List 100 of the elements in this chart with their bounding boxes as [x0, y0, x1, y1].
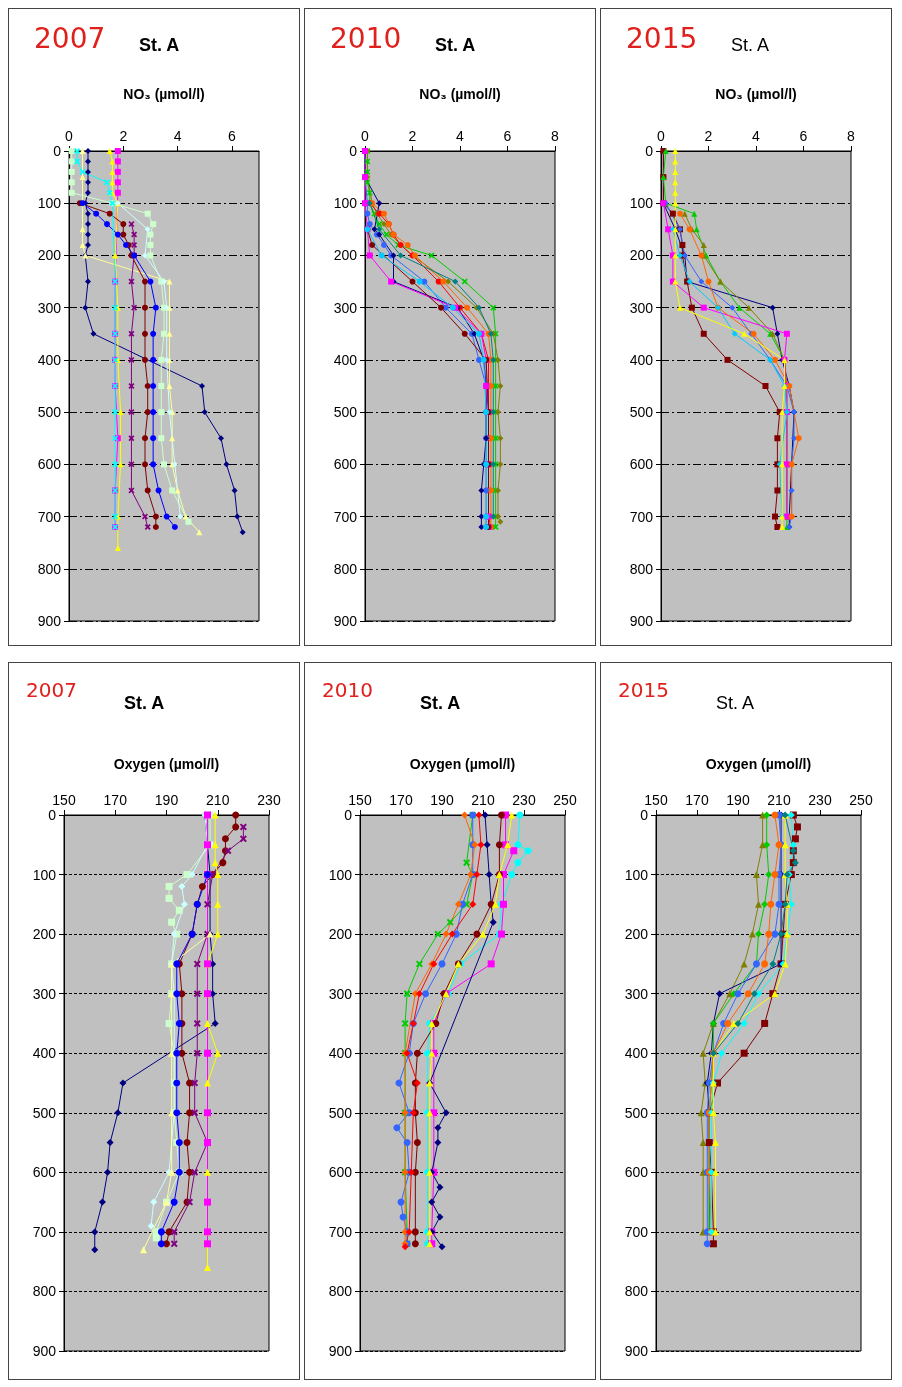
x-tick-label: 6 — [227, 128, 236, 144]
x-tick-label: 0 — [657, 128, 666, 144]
x-tick-label: 250 — [553, 792, 577, 808]
chart-title: 2010 — [322, 678, 373, 702]
y-tick-label: 700 — [328, 1223, 353, 1240]
y-tick-label: 600 — [328, 1164, 353, 1181]
y-tick-label: 0 — [48, 807, 57, 823]
y-tick-label: 800 — [32, 1283, 57, 1300]
x-tick-label: 6 — [799, 128, 808, 144]
y-tick-label: 100 — [328, 866, 353, 883]
y-tick-label: 700 — [629, 508, 654, 525]
y-tick-label: 400 — [624, 1045, 649, 1062]
y-tick-label: 800 — [624, 1283, 649, 1300]
y-tick-label: 100 — [624, 866, 649, 883]
y-tick-label: 800 — [328, 1283, 353, 1300]
chart-subtitle: St. A — [716, 693, 755, 713]
y-tick-label: 200 — [37, 247, 62, 264]
y-tick-label: 600 — [37, 456, 62, 473]
y-tick-label: 900 — [629, 613, 654, 629]
y-tick-label: 700 — [37, 508, 62, 525]
x-tick-label: 210 — [206, 792, 230, 808]
x-tick-label: 190 — [430, 792, 454, 808]
y-tick-label: 100 — [32, 866, 57, 883]
chart-title: 2010 — [330, 21, 402, 55]
x-tick-label: 4 — [173, 128, 182, 144]
x-tick-label: 230 — [512, 792, 536, 808]
y-tick-label: 200 — [328, 926, 353, 943]
x-axis-title: NO₃ (µmol/l) — [123, 86, 205, 102]
x-axis-title: Oxygen (µmol/l) — [113, 756, 220, 772]
y-tick-label: 0 — [349, 143, 358, 159]
y-tick-label: 0 — [640, 807, 649, 823]
x-tick-label: 150 — [52, 792, 76, 808]
y-tick-label: 0 — [53, 143, 62, 159]
chart-title: 2015 — [626, 21, 698, 55]
y-tick-label: 200 — [624, 926, 649, 943]
y-tick-label: 300 — [333, 299, 358, 316]
x-tick-label: 8 — [551, 128, 560, 144]
y-tick-label: 200 — [32, 926, 57, 943]
y-tick-label: 400 — [629, 351, 654, 368]
y-tick-label: 800 — [37, 560, 62, 577]
y-tick-label: 0 — [645, 143, 654, 159]
x-axis-title: Oxygen (µmol/l) — [705, 756, 812, 772]
chart-title: 2007 — [34, 21, 106, 55]
y-tick-label: 600 — [333, 456, 358, 473]
y-tick-label: 700 — [32, 1223, 57, 1240]
chart-title: 2015 — [618, 678, 669, 702]
x-tick-label: 4 — [752, 128, 761, 144]
y-tick-label: 100 — [333, 195, 358, 212]
y-tick-label: 500 — [333, 404, 358, 421]
x-tick-label: 2 — [704, 128, 713, 144]
x-tick-label: 150 — [644, 792, 668, 808]
x-axis-title: NO₃ (µmol/l) — [419, 86, 501, 102]
x-tick-label: 4 — [456, 128, 465, 144]
y-tick-label: 100 — [629, 195, 654, 212]
y-tick-label: 400 — [37, 351, 62, 368]
x-tick-label: 6 — [503, 128, 512, 144]
y-tick-label: 200 — [333, 247, 358, 264]
y-tick-label: 300 — [629, 299, 654, 316]
y-tick-label: 800 — [333, 560, 358, 577]
y-tick-label: 900 — [333, 613, 358, 629]
x-tick-label: 250 — [849, 792, 873, 808]
y-tick-label: 600 — [624, 1164, 649, 1181]
x-axis-title: Oxygen (µmol/l) — [409, 756, 516, 772]
y-tick-label: 300 — [37, 299, 62, 316]
y-tick-label: 900 — [328, 1343, 353, 1359]
y-tick-label: 900 — [37, 613, 62, 629]
x-tick-label: 2 — [119, 128, 128, 144]
y-tick-label: 400 — [333, 351, 358, 368]
x-tick-label: 0 — [361, 128, 370, 144]
y-tick-label: 500 — [629, 404, 654, 421]
x-tick-label: 8 — [847, 128, 856, 144]
chart-subtitle: St. A — [435, 35, 476, 55]
x-tick-label: 0 — [65, 128, 74, 144]
x-tick-label: 190 — [154, 792, 179, 808]
y-tick-label: 800 — [629, 560, 654, 577]
x-tick-label: 210 — [471, 792, 495, 808]
y-tick-label: 600 — [629, 456, 654, 473]
y-tick-label: 500 — [624, 1104, 649, 1121]
x-tick-label: 170 — [685, 792, 709, 808]
y-tick-label: 400 — [328, 1045, 353, 1062]
y-tick-label: 500 — [32, 1104, 57, 1121]
x-tick-label: 170 — [103, 792, 128, 808]
chart-subtitle: St. A — [731, 35, 770, 55]
y-tick-label: 500 — [37, 404, 62, 421]
y-tick-label: 300 — [328, 985, 353, 1002]
chart-subtitle: St. A — [420, 693, 461, 713]
chart-subtitle: St. A — [139, 35, 180, 55]
chart-subtitle: St. A — [124, 693, 165, 713]
x-tick-label: 230 — [257, 792, 281, 808]
y-tick-label: 300 — [32, 985, 57, 1002]
y-tick-label: 900 — [624, 1343, 649, 1359]
y-tick-label: 700 — [333, 508, 358, 525]
x-tick-label: 190 — [726, 792, 750, 808]
y-tick-label: 100 — [37, 195, 62, 212]
y-tick-label: 900 — [32, 1343, 57, 1359]
y-tick-label: 600 — [32, 1164, 57, 1181]
x-tick-label: 150 — [348, 792, 372, 808]
x-tick-label: 230 — [808, 792, 832, 808]
y-tick-label: 500 — [328, 1104, 353, 1121]
x-axis-title: NO₃ (µmol/l) — [715, 86, 797, 102]
